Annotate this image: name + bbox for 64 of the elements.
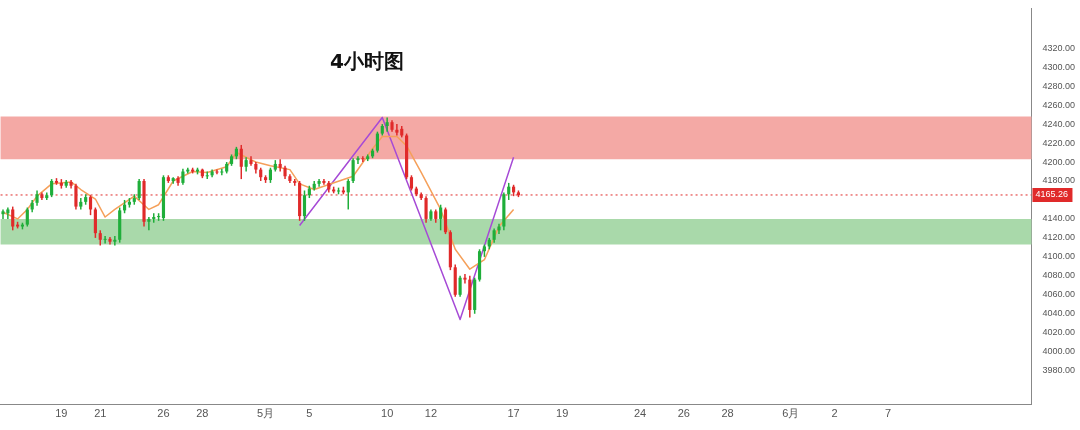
x-tick-label: 5 <box>306 407 313 420</box>
candlestick <box>317 178 321 188</box>
x-tick-label: 21 <box>94 407 107 420</box>
candlestick <box>375 130 380 154</box>
x-tick-label: 19 <box>55 407 68 420</box>
candlestick <box>103 235 107 245</box>
ref-line-label: 4165.26 <box>1035 189 1069 200</box>
y-tick-label: 4240.00 <box>1042 118 1076 129</box>
text: 4小时图 <box>330 48 404 75</box>
candlestick <box>93 206 97 239</box>
x-tick-label: 28 <box>721 407 734 420</box>
y-tick-label: 4320.00 <box>1042 42 1076 53</box>
candlestick <box>395 123 399 137</box>
y-tick-label: 4280.00 <box>1042 80 1076 91</box>
y-tick-label: 4200.00 <box>1042 156 1076 167</box>
y-tick-label: 4060.00 <box>1042 289 1076 300</box>
y-tick-label: 4100.00 <box>1042 251 1076 262</box>
x-tick-label: 5月 <box>257 407 275 420</box>
candlestick <box>108 236 112 246</box>
y-tick-label: 4180.00 <box>1042 175 1076 186</box>
y-tick-label: 4080.00 <box>1042 270 1076 281</box>
y-tick-label: 4040.00 <box>1042 308 1076 319</box>
x-tick-label: 24 <box>633 407 647 420</box>
y-tick-label: 4300.00 <box>1042 61 1076 72</box>
x-tick-label: 26 <box>677 407 690 420</box>
y-tick-label: 4140.00 <box>1042 213 1076 224</box>
candlestick <box>205 170 209 180</box>
candlestick <box>1 208 5 220</box>
candlestick <box>220 167 224 177</box>
y-tick-label: 4260.00 <box>1042 99 1076 110</box>
y-tick-label: 4220.00 <box>1042 137 1076 148</box>
candlestick <box>278 158 282 173</box>
candlestick <box>25 206 29 228</box>
x-tick-label: 26 <box>157 407 170 420</box>
x-tick-label: 19 <box>556 407 569 420</box>
x-tick-label: 7 <box>884 407 892 420</box>
x-tick-label: 12 <box>424 407 438 420</box>
candlestick <box>443 206 448 235</box>
candlestick <box>385 116 389 133</box>
x-tick-label: 28 <box>196 407 209 420</box>
candlestick <box>137 178 141 201</box>
candlestick <box>302 189 307 222</box>
candlestick <box>147 216 151 232</box>
x-tick-label: 6月 <box>782 407 800 420</box>
x-tick-label: 10 <box>381 407 394 420</box>
y-tick-label: 4020.00 <box>1042 327 1076 338</box>
candlestick <box>113 235 117 247</box>
candlestick <box>50 178 54 198</box>
candlestick <box>463 273 467 285</box>
x-tick-label: 2 <box>831 407 838 420</box>
y-tick-label: 4000.00 <box>1042 346 1076 357</box>
y-tick-label: 4120.00 <box>1042 232 1076 243</box>
candlestick <box>293 178 297 187</box>
candlestick <box>239 144 243 180</box>
x-tick-label: 17 <box>507 407 520 420</box>
candlestick <box>361 155 365 163</box>
y-tick-label: 3980.00 <box>1042 365 1076 376</box>
candlestick <box>439 203 443 232</box>
candlestick <box>346 178 350 211</box>
candlestick <box>356 155 360 165</box>
candlestick <box>351 157 355 184</box>
candlestick <box>11 205 15 232</box>
candlestick <box>458 275 462 298</box>
candlestick <box>45 191 49 201</box>
